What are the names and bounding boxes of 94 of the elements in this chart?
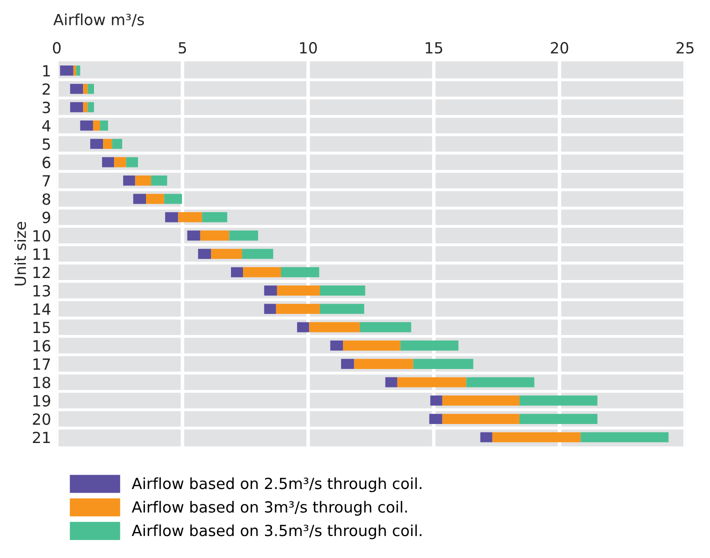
y-tick-label: 12 (33, 266, 50, 278)
bar (88, 84, 94, 94)
x-axis-title: Airflow m³/s (53, 14, 144, 27)
x-tick-label: 0 (52, 42, 61, 54)
bar (103, 138, 112, 149)
bar (90, 138, 104, 149)
bar (413, 358, 474, 369)
bar (297, 322, 310, 332)
bar (164, 194, 182, 204)
y-tick-label: 8 (42, 193, 50, 205)
y-tick-label: 10 (33, 230, 50, 242)
bar (243, 267, 281, 278)
bar (341, 358, 354, 369)
y-tick-label: 4 (42, 120, 50, 132)
x-tick-label: 25 (676, 42, 694, 54)
bar (442, 396, 520, 406)
bar (146, 194, 164, 204)
y-tick-label: 6 (42, 156, 50, 168)
y-axis-title: Unit size (14, 222, 26, 286)
y-tick-label: 3 (42, 102, 50, 114)
bar (520, 396, 598, 406)
bar (112, 138, 122, 149)
bar (442, 414, 520, 424)
bar (580, 432, 669, 442)
bar (276, 304, 320, 314)
y-tick-label: 5 (42, 138, 50, 150)
bar (70, 84, 84, 94)
bar (83, 102, 88, 112)
bar (276, 286, 320, 296)
x-tick-label: 15 (426, 42, 442, 54)
bar (309, 322, 360, 332)
legend-label: Airflow based on 2.5m³/s through coil. (132, 477, 422, 492)
bar (88, 102, 94, 112)
bar (202, 212, 228, 222)
bar (70, 102, 84, 112)
bar (264, 286, 277, 296)
bar (200, 230, 230, 241)
bar (229, 230, 258, 241)
x-tick-label: 20 (550, 42, 568, 54)
bar (151, 176, 168, 186)
y-tick-label: 17 (33, 358, 50, 370)
bar (187, 230, 200, 241)
x-tick-label: 5 (178, 42, 186, 54)
y-tick-label: 19 (33, 395, 50, 407)
bar (92, 120, 100, 131)
bar (126, 157, 138, 168)
y-tick-label: 18 (33, 376, 50, 388)
bar (492, 432, 581, 442)
bar (133, 194, 146, 204)
y-tick-label: 20 (32, 413, 50, 425)
bar (60, 66, 74, 76)
bar (100, 120, 108, 131)
bar (330, 340, 344, 351)
legend-label: Airflow based on 3.5m³/s through coil. (132, 524, 422, 540)
bar (114, 157, 126, 168)
bar (165, 212, 178, 222)
y-tick-label: 7 (42, 175, 50, 186)
y-tick-label: 2 (42, 83, 50, 95)
x-tick-label: 10 (300, 42, 317, 54)
bar (198, 248, 212, 259)
bar (400, 340, 458, 351)
y-tick-label: 1 (43, 65, 50, 76)
y-tick-label: 11 (33, 248, 50, 260)
y-tick-label: 15 (33, 322, 50, 334)
bar (178, 212, 202, 222)
bar (520, 414, 598, 424)
bar (397, 377, 466, 388)
bar (360, 322, 412, 332)
y-tick-label: 14 (33, 304, 50, 315)
bar (385, 377, 398, 388)
bar (76, 66, 80, 76)
bar (83, 84, 88, 94)
bar (320, 304, 364, 314)
bar (466, 377, 534, 388)
bar (430, 396, 442, 406)
bar (102, 157, 114, 168)
legend-label: Airflow based on 3m³/s through coil. (132, 500, 407, 516)
bar (242, 248, 274, 259)
bar (264, 304, 276, 314)
bar (354, 358, 414, 369)
y-tick-label: 9 (42, 212, 50, 224)
bar (211, 248, 242, 259)
bar (429, 414, 442, 424)
bar (280, 267, 320, 278)
y-tick-label: 21 (32, 432, 50, 444)
bar (320, 286, 366, 296)
bar (230, 267, 244, 278)
bar (123, 176, 136, 186)
bar (480, 432, 492, 442)
y-tick-label: 16 (33, 340, 50, 352)
bar (343, 340, 400, 351)
y-tick-label: 13 (33, 285, 50, 297)
bar (80, 120, 93, 131)
bar (135, 176, 152, 186)
